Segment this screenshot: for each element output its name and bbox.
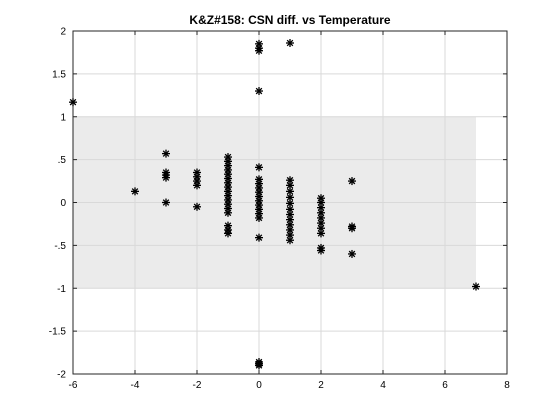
chart-title: K&Z#158: CSN diff. vs Temperature (189, 13, 390, 27)
y-tick-label: -.5 (54, 241, 66, 252)
data-point (286, 220, 294, 229)
axis-layer: -6 -4 -2 0 2 4 6 8 -2 -1.5 -1 -.5 0 .5 1 1.5 2 (49, 27, 510, 392)
data-point (286, 181, 294, 190)
data-point (255, 87, 263, 96)
data-point (131, 187, 139, 196)
data-point (255, 213, 263, 222)
data-point (317, 208, 325, 217)
data-point (162, 149, 170, 158)
data-point (162, 173, 170, 182)
data-point (286, 193, 294, 202)
data-point (348, 249, 356, 258)
x-tick-label: -2 (193, 380, 202, 391)
data-point (286, 236, 294, 245)
y-tick-label: -1 (57, 284, 66, 295)
y-tick-label: 2 (60, 27, 66, 38)
data-point (162, 198, 170, 207)
data-point (193, 181, 201, 190)
y-tick-label: 0 (60, 198, 66, 209)
x-tick-label: 0 (256, 380, 262, 391)
y-tick-label: 1 (60, 112, 66, 123)
marker-layer (69, 39, 480, 370)
x-tick-label: -6 (69, 380, 78, 391)
data-point (255, 163, 263, 172)
data-point (317, 213, 325, 222)
data-point (255, 233, 263, 242)
y-tick-label: .5 (58, 155, 67, 166)
data-point (69, 98, 77, 107)
data-point (224, 229, 232, 238)
data-point (348, 177, 356, 186)
data-point (286, 39, 294, 48)
x-tick-label: -4 (131, 380, 140, 391)
data-point (255, 46, 263, 55)
x-tick-label: 8 (504, 380, 510, 391)
data-point (317, 198, 325, 207)
data-point (317, 229, 325, 238)
data-point (193, 202, 201, 211)
data-point (224, 208, 232, 217)
data-point (348, 224, 356, 233)
data-point (317, 246, 325, 255)
y-tick-label: -2 (57, 370, 66, 381)
data-point (255, 361, 263, 370)
x-tick-label: 4 (380, 380, 386, 391)
y-tick-label: 1.5 (52, 69, 66, 80)
y-tick-label: -1.5 (49, 327, 67, 338)
data-point (286, 210, 294, 219)
x-tick-label: 2 (318, 380, 324, 391)
x-tick-label: 6 (442, 380, 448, 391)
data-point (472, 282, 480, 291)
